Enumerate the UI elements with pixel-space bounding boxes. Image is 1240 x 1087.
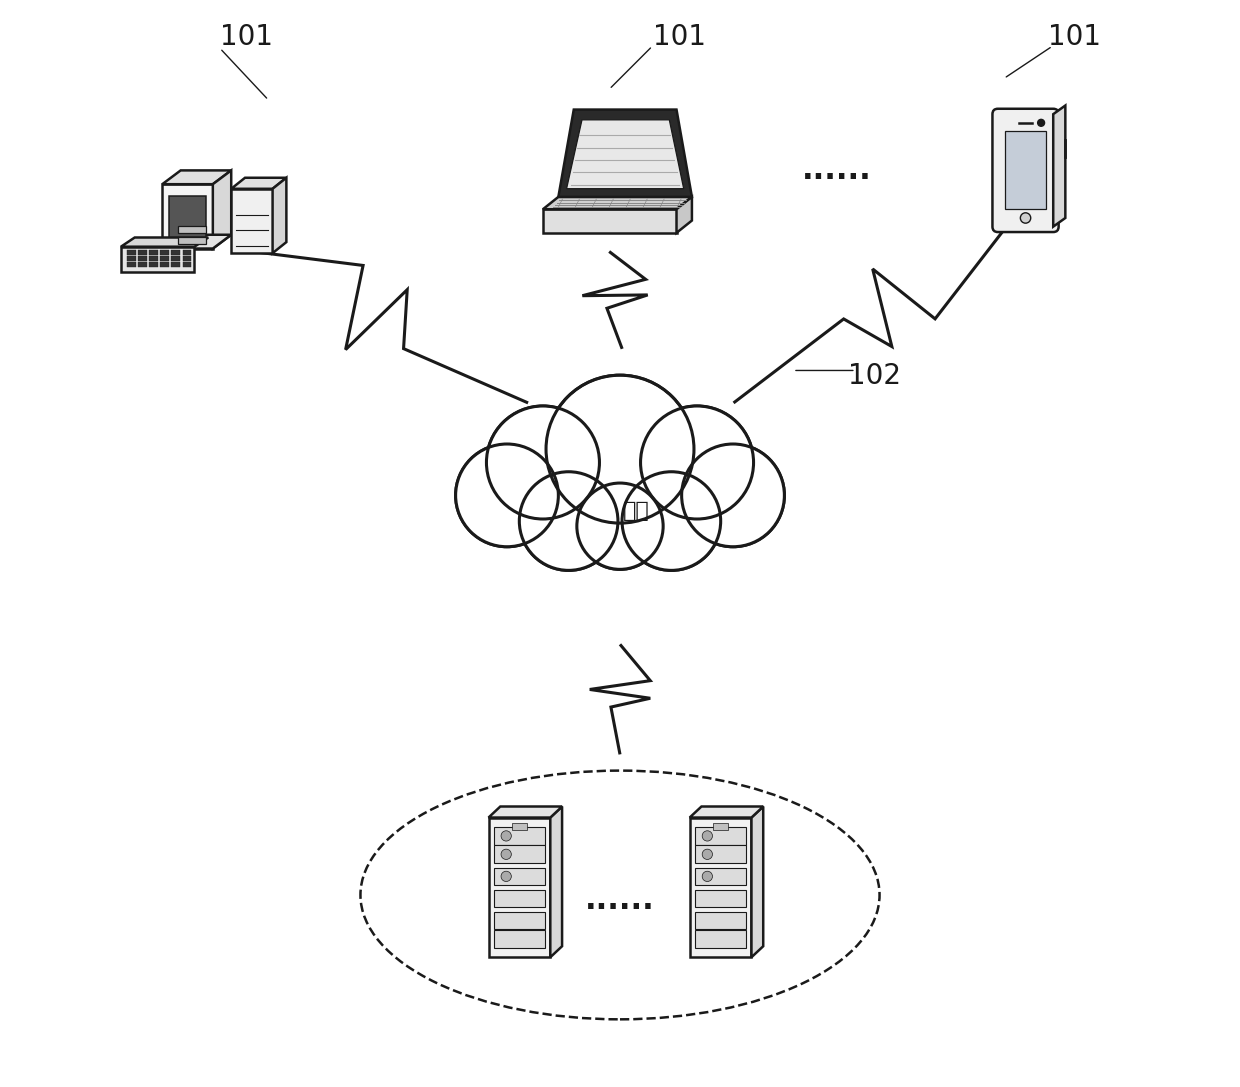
Polygon shape [558,110,692,197]
Polygon shape [128,262,135,267]
Polygon shape [677,197,692,233]
Text: ......: ...... [801,155,872,185]
Polygon shape [1053,105,1065,226]
Polygon shape [162,184,213,249]
Polygon shape [149,250,157,255]
Polygon shape [489,817,551,958]
Polygon shape [751,807,764,958]
Polygon shape [182,250,191,255]
Polygon shape [694,912,746,929]
Circle shape [501,830,511,841]
Circle shape [624,473,719,569]
Polygon shape [689,807,764,817]
Polygon shape [169,196,206,237]
Polygon shape [694,827,746,845]
Circle shape [458,446,557,546]
Text: 102: 102 [848,362,900,390]
Polygon shape [231,189,273,253]
Circle shape [520,472,618,571]
FancyBboxPatch shape [1004,132,1047,210]
Polygon shape [494,912,546,929]
Circle shape [521,473,616,569]
Circle shape [642,408,751,517]
Text: 网络: 网络 [622,501,650,521]
Polygon shape [494,930,546,948]
Polygon shape [162,171,231,184]
Circle shape [501,871,511,882]
Polygon shape [160,262,169,267]
Circle shape [548,377,692,521]
Circle shape [622,472,720,571]
Polygon shape [182,262,191,267]
Polygon shape [567,120,683,189]
Text: 101: 101 [653,24,706,51]
Polygon shape [694,930,746,948]
Polygon shape [160,250,169,255]
Polygon shape [689,817,751,958]
Circle shape [501,849,511,860]
Polygon shape [273,178,286,253]
Text: 101: 101 [1048,24,1101,51]
Polygon shape [122,237,208,247]
Circle shape [489,408,598,517]
Polygon shape [122,247,195,272]
Text: 101: 101 [221,24,273,51]
Polygon shape [171,257,180,261]
Circle shape [702,849,713,860]
Circle shape [546,375,694,523]
FancyBboxPatch shape [713,823,728,830]
Polygon shape [149,257,157,261]
Polygon shape [494,889,546,908]
Polygon shape [494,846,546,863]
Polygon shape [213,171,231,249]
Polygon shape [543,209,677,233]
Polygon shape [494,867,546,885]
Polygon shape [139,250,146,255]
Circle shape [641,405,754,518]
Circle shape [683,446,782,546]
Text: ......: ...... [585,886,655,915]
Polygon shape [171,250,180,255]
Polygon shape [160,257,169,261]
Circle shape [702,871,713,882]
Polygon shape [128,250,135,255]
Circle shape [578,485,662,569]
Polygon shape [231,178,286,189]
Polygon shape [139,257,146,261]
Polygon shape [162,235,231,249]
Polygon shape [543,197,692,209]
Circle shape [702,830,713,841]
Circle shape [1021,213,1030,223]
Polygon shape [171,262,180,267]
Polygon shape [128,257,135,261]
Polygon shape [182,257,191,261]
FancyBboxPatch shape [512,823,527,830]
Polygon shape [694,889,746,908]
Polygon shape [551,807,562,958]
Polygon shape [694,846,746,863]
Polygon shape [177,237,206,243]
Polygon shape [694,867,746,885]
Polygon shape [149,262,157,267]
Circle shape [1038,120,1044,126]
FancyBboxPatch shape [992,109,1059,232]
Polygon shape [489,807,562,817]
Circle shape [682,443,785,547]
Circle shape [577,483,663,570]
Circle shape [486,405,599,518]
Circle shape [455,443,558,547]
Polygon shape [177,226,206,233]
Polygon shape [139,262,146,267]
Polygon shape [494,827,546,845]
